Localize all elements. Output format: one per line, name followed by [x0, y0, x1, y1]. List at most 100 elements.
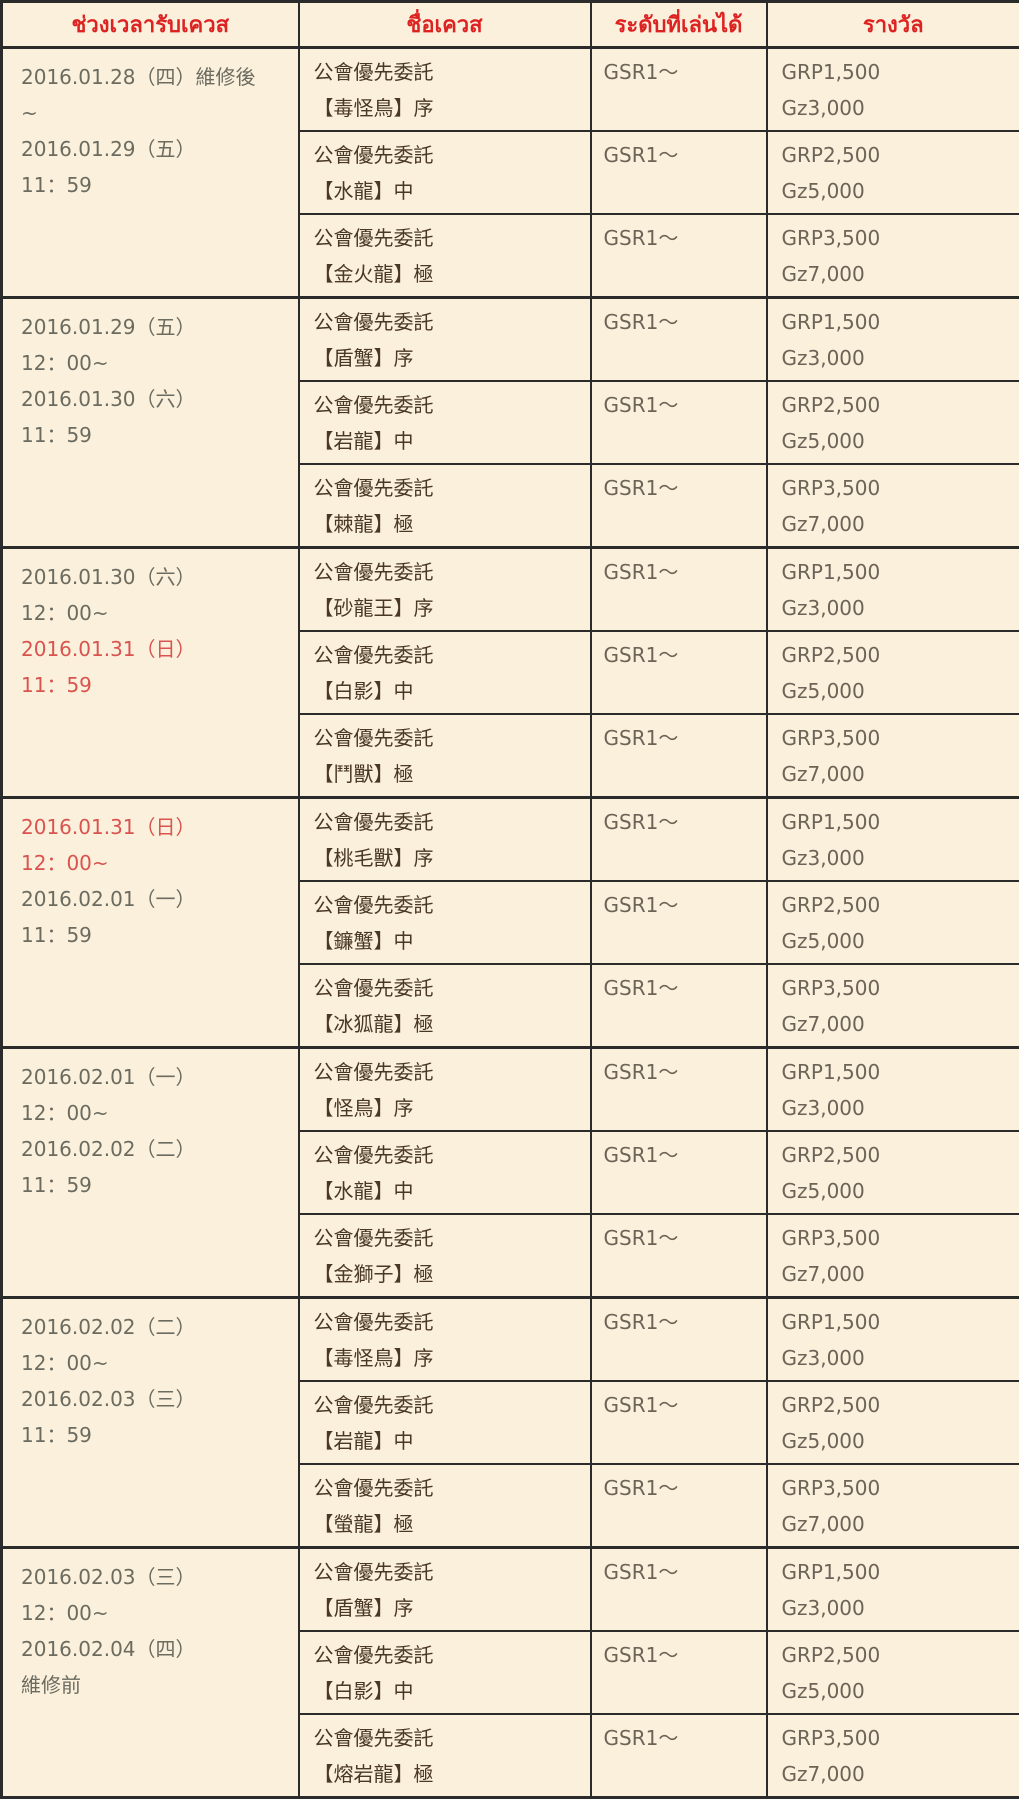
reward-grp-value: GRP2,500	[782, 137, 1016, 173]
date-line: 2016.01.29（五）	[21, 131, 292, 167]
playable-rank-cell: GSR1～	[591, 548, 767, 632]
reward-grp-value: GRP2,500	[782, 887, 1016, 923]
quest-title-label: 【毒怪鳥】序	[314, 90, 586, 126]
quest-type-label: 公會優先委託	[314, 1387, 586, 1423]
quest-name-cell: 公會優先委託【白影】中	[299, 631, 591, 714]
reward-gz-value: Gz3,000	[782, 1340, 1016, 1376]
quest-type-label: 公會優先委託	[314, 804, 586, 840]
quest-type-label: 公會優先委託	[314, 720, 586, 756]
reward-grp-value: GRP3,500	[782, 1220, 1016, 1256]
quest-title-label: 【岩龍】中	[314, 1423, 586, 1459]
header-reward: รางวัล	[767, 2, 1019, 48]
quest-type-label: 公會優先委託	[314, 970, 586, 1006]
rank-value: GSR1～	[604, 970, 762, 1006]
reward-gz-value: Gz7,000	[782, 506, 1016, 542]
quest-title-label: 【金火龍】極	[314, 256, 586, 292]
reward-grp-value: GRP1,500	[782, 804, 1016, 840]
playable-rank-cell: GSR1～	[591, 1631, 767, 1714]
quest-title-label: 【螢龍】極	[314, 1506, 586, 1542]
reward-grp-value: GRP3,500	[782, 470, 1016, 506]
quest-title-label: 【冰狐龍】極	[314, 1006, 586, 1042]
reward-grp-value: GRP3,500	[782, 720, 1016, 756]
reward-grp-value: GRP3,500	[782, 970, 1016, 1006]
reward-gz-value: Gz7,000	[782, 1256, 1016, 1292]
quest-title-label: 【白影】中	[314, 1673, 586, 1709]
reward-grp-value: GRP3,500	[782, 1720, 1016, 1756]
quest-name-cell: 公會優先委託【金獅子】極	[299, 1214, 591, 1298]
date-line: 2016.02.02（二）	[21, 1131, 292, 1167]
date-line: 2016.01.28（四）維修後	[21, 59, 292, 95]
date-line: 11：59	[21, 417, 292, 453]
header-playable-rank: ระดับที่เล่นได้	[591, 2, 767, 48]
quest-title-label: 【熔岩龍】極	[314, 1756, 586, 1792]
quest-name-cell: 公會優先委託【鐮蟹】中	[299, 881, 591, 964]
reward-gz-value: Gz5,000	[782, 1673, 1016, 1709]
rank-value: GSR1～	[604, 1304, 762, 1340]
reward-grp-value: GRP1,500	[782, 554, 1016, 590]
date-line-highlighted: 2016.01.31（日）	[21, 631, 292, 667]
rank-value: GSR1～	[604, 304, 762, 340]
quest-name-cell: 公會優先委託【岩龍】中	[299, 1381, 591, 1464]
quest-name-cell: 公會優先委託【岩龍】中	[299, 381, 591, 464]
rank-value: GSR1～	[604, 220, 762, 256]
rank-value: GSR1～	[604, 1720, 762, 1756]
playable-rank-cell: GSR1～	[591, 298, 767, 382]
date-line: 11：59	[21, 167, 292, 203]
reward-gz-value: Gz3,000	[782, 1090, 1016, 1126]
reward-grp-value: GRP1,500	[782, 1304, 1016, 1340]
reward-grp-value: GRP2,500	[782, 1637, 1016, 1673]
reward-gz-value: Gz3,000	[782, 90, 1016, 126]
quest-name-cell: 公會優先委託【桃毛獸】序	[299, 798, 591, 882]
quest-name-cell: 公會優先委託【螢龍】極	[299, 1464, 591, 1548]
quest-name-cell: 公會優先委託【毒怪鳥】序	[299, 48, 591, 132]
reward-gz-value: Gz5,000	[782, 923, 1016, 959]
reward-gz-value: Gz7,000	[782, 1006, 1016, 1042]
playable-rank-cell: GSR1～	[591, 1214, 767, 1298]
quest-type-label: 公會優先委託	[314, 1637, 586, 1673]
date-line: 2016.02.04（四）	[21, 1631, 292, 1667]
playable-rank-cell: GSR1～	[591, 1464, 767, 1548]
date-line: 2016.02.01（一）	[21, 881, 292, 917]
playable-rank-cell: GSR1～	[591, 1048, 767, 1132]
quest-name-cell: 公會優先委託【水龍】中	[299, 131, 591, 214]
date-line: 2016.01.30（六）	[21, 381, 292, 417]
quest-name-cell: 公會優先委託【棘龍】極	[299, 464, 591, 548]
quest-title-label: 【怪鳥】序	[314, 1090, 586, 1126]
quest-type-label: 公會優先委託	[314, 1720, 586, 1756]
reward-grp-value: GRP3,500	[782, 1470, 1016, 1506]
quest-title-label: 【金獅子】極	[314, 1256, 586, 1292]
playable-rank-cell: GSR1～	[591, 48, 767, 132]
date-line: 2016.01.30（六）	[21, 559, 292, 595]
quest-type-label: 公會優先委託	[314, 1137, 586, 1173]
quest-type-label: 公會優先委託	[314, 54, 586, 90]
quest-type-label: 公會優先委託	[314, 1470, 586, 1506]
reward-grp-value: GRP2,500	[782, 1387, 1016, 1423]
rank-value: GSR1～	[604, 387, 762, 423]
reward-gz-value: Gz3,000	[782, 590, 1016, 626]
quest-name-cell: 公會優先委託【熔岩龍】極	[299, 1714, 591, 1798]
header-quest-period: ช่วงเวลารับเควส	[2, 2, 299, 48]
date-line: 2016.02.02（二）	[21, 1309, 292, 1345]
reward-gz-value: Gz5,000	[782, 1173, 1016, 1209]
playable-rank-cell: GSR1～	[591, 631, 767, 714]
rank-value: GSR1～	[604, 1637, 762, 1673]
quest-title-label: 【水龍】中	[314, 173, 586, 209]
date-line: 11：59	[21, 1417, 292, 1453]
quest-name-cell: 公會優先委託【盾蟹】序	[299, 1548, 591, 1632]
quest-title-label: 【白影】中	[314, 673, 586, 709]
